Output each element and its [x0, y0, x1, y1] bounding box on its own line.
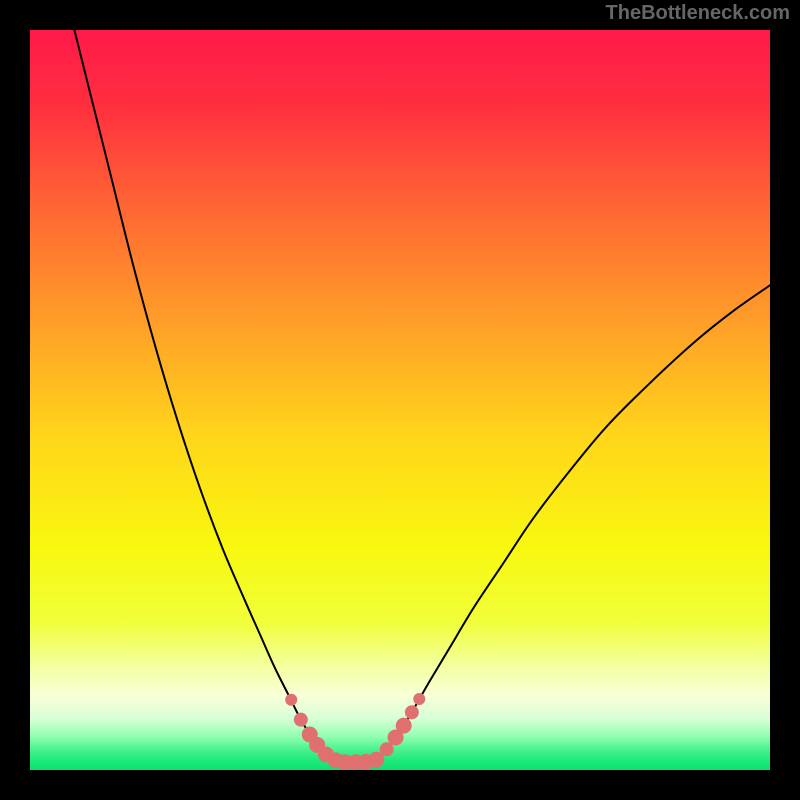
plot-area [30, 30, 770, 770]
watermark-text: TheBottleneck.com [606, 2, 790, 25]
chart-wrapper: TheBottleneck.com [0, 0, 800, 800]
